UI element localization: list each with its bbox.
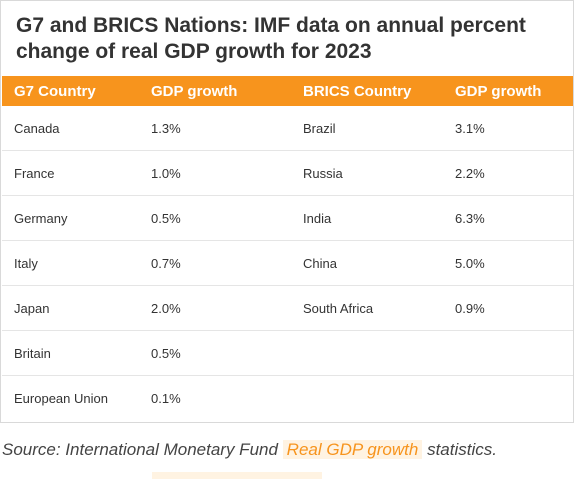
table-cell: 0.5% (151, 330, 303, 376)
column-header: BRICS Country (303, 76, 455, 106)
source-link[interactable]: Real GDP growth (282, 440, 423, 459)
table-cell: 2.0% (151, 285, 303, 331)
table-cell: Japan (2, 285, 151, 331)
column-header: GDP growth (455, 76, 573, 106)
column-header: G7 Country (2, 76, 151, 106)
table-cell: 2.2% (455, 150, 573, 196)
table-cell: South Africa (303, 285, 455, 331)
table-cell (303, 376, 455, 421)
decorative-bar (152, 472, 322, 479)
table-cell (455, 376, 573, 421)
table-row: France 1.0% Russia 2.2% (2, 150, 573, 196)
table-cell: Britain (2, 330, 151, 376)
page-title: G7 and BRICS Nations: IMF data on annual… (16, 14, 526, 63)
table-row: European Union 0.1% (2, 376, 573, 421)
table-row: Germany 0.5% India 6.3% (2, 195, 573, 241)
table-cell (303, 330, 455, 376)
table-cell: Germany (2, 195, 151, 241)
source-note: Source: International Monetary Fund Real… (2, 440, 497, 460)
table-body: Canada 1.3% Brazil 3.1% France 1.0% Russia 2.2%… (2, 106, 573, 420)
table-cell: China (303, 240, 455, 286)
table-cell: 0.9% (455, 285, 573, 331)
table-cell: 0.1% (151, 390, 181, 406)
source-prefix: Source: International Monetary Fund (2, 440, 278, 459)
table-cell: Italy (2, 240, 151, 286)
table-cell: 6.3% (455, 195, 573, 241)
table-row: Canada 1.3% Brazil 3.1% (2, 106, 573, 151)
table-cell: 0.5% (151, 195, 303, 241)
table-cell (455, 330, 573, 376)
table-cell: Brazil (303, 106, 455, 151)
table-row: Italy 0.7% China 5.0% (2, 240, 573, 286)
gdp-table: G7 Country GDP growth BRICS Country GDP … (2, 76, 573, 420)
column-header: GDP growth (151, 76, 303, 106)
table-card: G7 and BRICS Nations: IMF data on annual… (0, 0, 574, 423)
table-cell: 1.3% (151, 106, 303, 151)
table-cell: 3.1% (455, 106, 573, 151)
table-cell: European Union (14, 390, 108, 406)
table-row: Japan 2.0% South Africa 0.9% (2, 285, 573, 331)
table-cell: Canada (2, 106, 151, 151)
table-cell: 1.0% (151, 150, 303, 196)
source-suffix: statistics. (427, 440, 497, 459)
table-cell: 0.7% (151, 240, 303, 286)
table-cell: France (2, 150, 151, 196)
table-header-row: G7 Country GDP growth BRICS Country GDP … (2, 76, 573, 106)
table-cell: India (303, 195, 455, 241)
table-cell: 5.0% (455, 240, 573, 286)
table-cell: Russia (303, 150, 455, 196)
table-row: Britain 0.5% (2, 330, 573, 376)
